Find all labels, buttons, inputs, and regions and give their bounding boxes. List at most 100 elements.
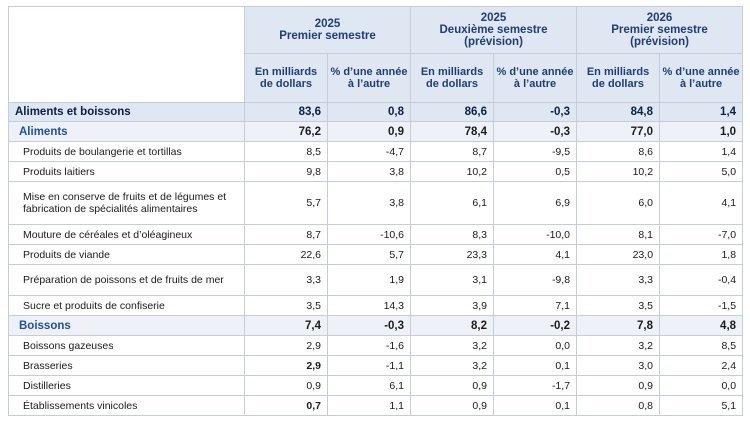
period-label: Premier semestre [611,24,708,36]
pct-change-cell: 1,9 [326,264,412,296]
column-header-row: En milliards de dollars % d’une année à … [9,53,744,103]
period-note: (prévision) [464,36,523,48]
pct-change-cell: 1,1 [326,395,412,416]
value-cell: 3,2 [410,335,495,356]
period-header-3: 2026 Premier semestre (prévision) [576,6,744,54]
value-cell: 3,5 [244,295,328,316]
value-cell: 8,3 [410,224,495,245]
pct-change-cell: 6,1 [326,375,412,396]
value-cell: 0,9 [410,395,495,416]
value-cell: 0,9 [576,375,661,396]
table-row: Aliments et boissons 83,6 0,8 86,6 -0,3 84,8 1… [8,102,744,122]
pct-change-cell: 6,9 [493,181,578,225]
pct-change-cell: 1,4 [659,141,744,162]
pct-change-cell: 0,0 [659,375,744,396]
row-label: Mouture de céréales et d’oléagineux [8,224,245,245]
pct-change-cell: 4,1 [659,181,744,225]
period-header-1: 2025 Premier semestre [243,6,412,54]
pct-change-cell: 0,9 [326,121,412,142]
forecast-table: 2025 Premier semestre 2025 Deuxième seme… [8,6,744,416]
value-cell: 3,2 [576,335,661,356]
value-cell: 84,8 [576,102,661,122]
value-cell: 8,6 [576,141,661,162]
table-row: Distilleries 0,9 6,1 0,9 -1,7 0,9 0,0 [8,375,744,396]
value-cell: 10,2 [576,161,661,182]
row-label: Aliments et boissons [8,102,245,122]
corner-cell [8,6,245,103]
pct-change-cell: 7,1 [493,295,578,316]
table-row: Boissons 7,4 -0,3 8,2 -0,2 7,8 4,8 [8,315,744,336]
period-label: Deuxième semestre [439,24,548,36]
row-label: Produits laitiers [8,161,245,182]
table-row: Mouture de céréales et d’oléagineux 8,7 -1… [8,224,744,245]
value-cell: 9,8 [244,161,328,182]
pct-change-cell: -1,7 [493,375,578,396]
value-cell: 3,3 [576,264,661,296]
value-cell: 5,7 [244,181,328,225]
pct-change-cell: 3,8 [326,181,412,225]
pct-change-cell: 2,4 [659,355,744,376]
row-label: Aliments [8,121,245,142]
pct-change-cell: 5,7 [326,244,412,265]
pct-change-cell: -0,2 [493,315,578,336]
value-cell: 0,8 [576,395,661,416]
value-cell: 6,0 [576,181,661,225]
row-label: Boissons gazeuses [8,335,245,356]
table-row: Produits de viande 22,6 5,7 23,3 4,1 23,0 1,8 [8,244,744,265]
pct-change-cell: -0,4 [659,264,744,296]
pct-change-cell: 1,8 [659,244,744,265]
value-cell: 3,1 [410,264,495,296]
pct-change-cell: 1,4 [659,102,744,122]
row-label: Boissons [8,315,245,336]
value-cell: 8,7 [410,141,495,162]
value-cell: 86,6 [410,102,495,122]
table-body: Aliments et boissons 83,6 0,8 86,6 -0,3 84,8 1… [8,102,744,416]
pct-change-cell: -7,0 [659,224,744,245]
value-cell: 8,1 [576,224,661,245]
value-cell: 3,3 [244,264,328,296]
row-label: Sucre et produits de confiserie [8,295,245,316]
row-label: Distilleries [8,375,245,396]
pct-change-cell: 4,1 [493,244,578,265]
pct-change-cell: 4,8 [659,315,744,336]
pct-change-cell: 0,5 [493,161,578,182]
pct-change-cell: -1,1 [326,355,412,376]
table-row: Mise en conserve de fruits et de légumes… [8,181,744,225]
row-label: Brasseries [8,355,245,376]
period-note: (prévision) [630,36,689,48]
row-label: Préparation de poissons et de fruits de … [8,264,245,296]
value-cell: 7,8 [576,315,661,336]
column-header-pct: % d’une année à l’autre [326,53,412,103]
value-cell: 6,1 [410,181,495,225]
column-header-value: En milliards de dollars [576,53,661,103]
value-cell: 7,4 [244,315,328,336]
value-cell: 0,9 [244,375,328,396]
pct-change-cell: 0,1 [493,355,578,376]
pct-change-cell: 0,1 [493,395,578,416]
table-row: Boissons gazeuses 2,9 -1,6 3,2 0,0 3,2 8,5 [8,335,744,356]
value-cell: 76,2 [244,121,328,142]
pct-change-cell: -1,6 [326,335,412,356]
row-label: Produits de boulangerie et tortillas [8,141,245,162]
value-cell: 3,9 [410,295,495,316]
column-header-value: En milliards de dollars [410,53,495,103]
period-year: 2026 [646,12,673,24]
pct-change-cell: 8,5 [659,335,744,356]
value-cell: 10,2 [410,161,495,182]
row-label: Établissements vinicoles [8,395,245,416]
value-cell: 83,6 [244,102,328,122]
value-cell: 3,2 [410,355,495,376]
pct-change-cell: -10,6 [326,224,412,245]
value-cell: 22,6 [244,244,328,265]
value-cell: 23,0 [576,244,661,265]
pct-change-cell: -0,3 [326,315,412,336]
table-row: Brasseries 2,9 -1,1 3,2 0,1 3,0 2,4 [8,355,744,376]
pct-change-cell: -0,3 [493,102,578,122]
column-header-value: En milliards de dollars [244,53,328,103]
period-header-2: 2025 Deuxième semestre (prévision) [410,6,578,54]
row-label: Mise en conserve de fruits et de légumes… [8,181,245,225]
table-row: Aliments 76,2 0,9 78,4 -0,3 77,0 1,0 [8,121,744,142]
value-cell: 2,9 [244,355,328,376]
value-cell: 8,5 [244,141,328,162]
table-row: Produits de boulangerie et tortillas 8,5-… [8,141,744,162]
